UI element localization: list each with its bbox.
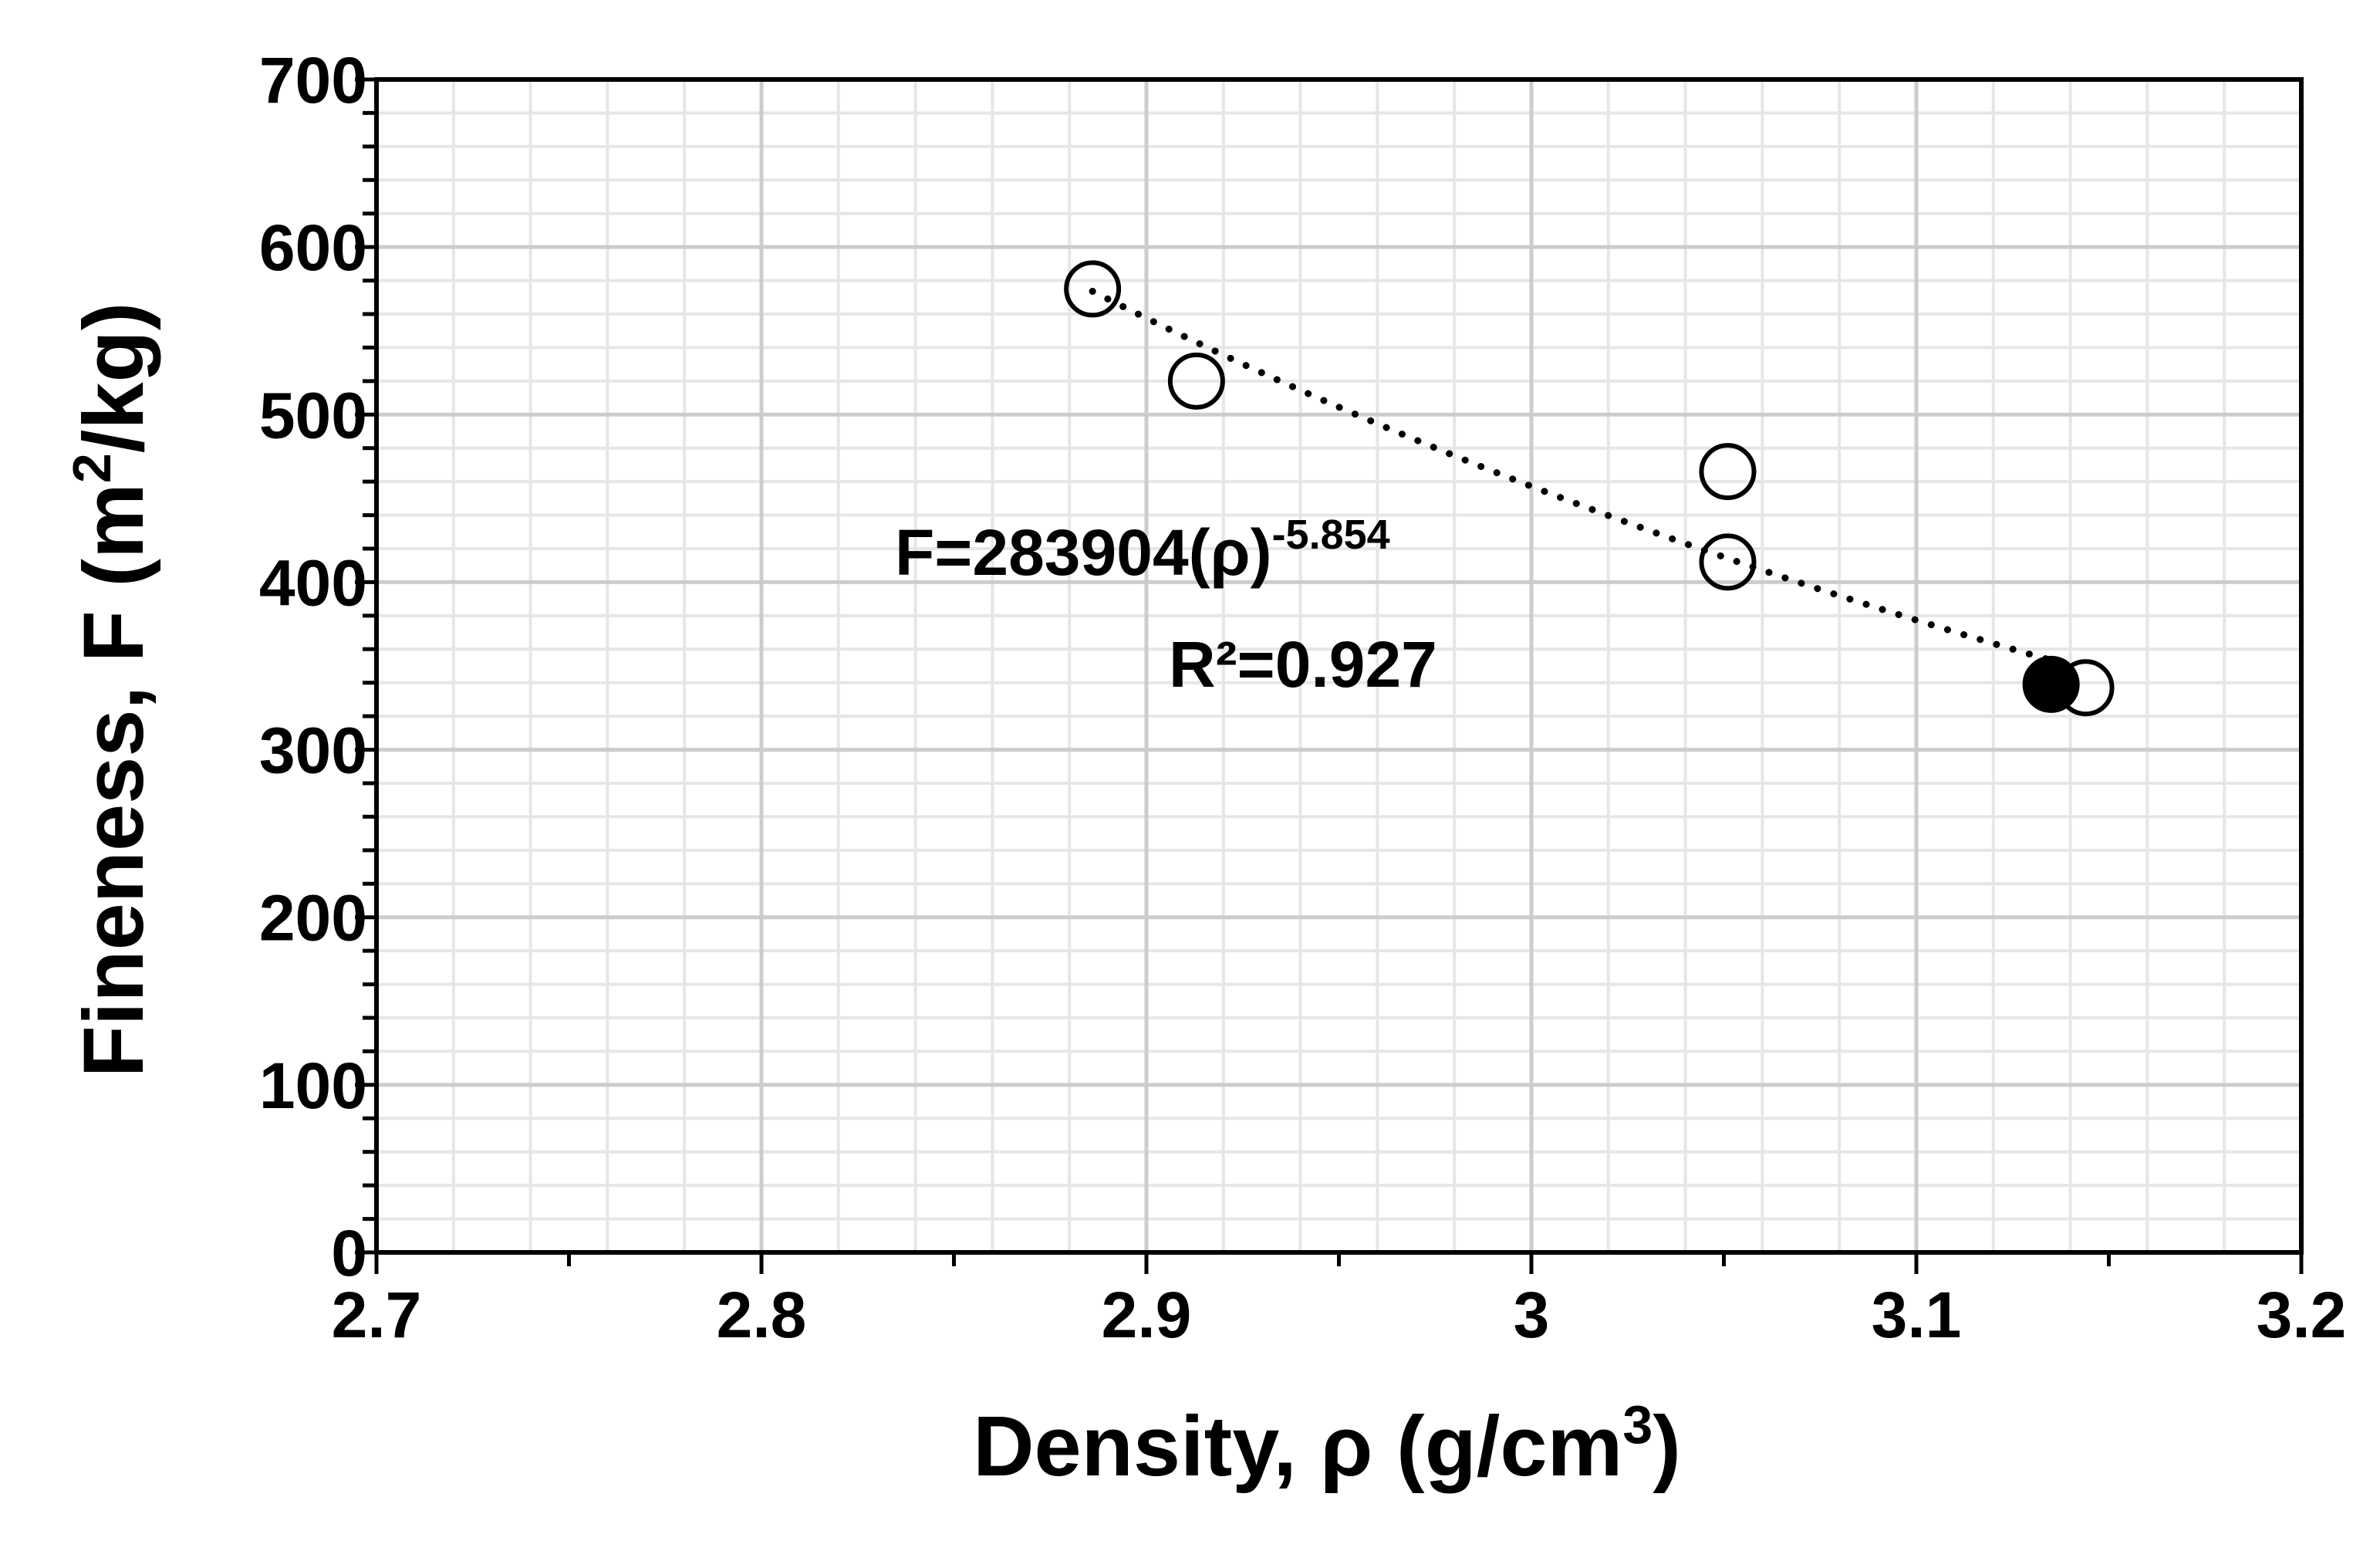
y-tick-label: 0 [331, 1217, 367, 1289]
filled-data-point [2022, 655, 2080, 713]
equation-main: F=283904(ρ) [895, 516, 1272, 589]
y-tick-label: 500 [259, 379, 367, 451]
x-axis-title-end: ) [1652, 1399, 1681, 1494]
equation-exponent: -5.854 [1272, 512, 1390, 558]
x-tick-label: 2.9 [1102, 1279, 1192, 1351]
x-tick-label: 2.7 [332, 1279, 422, 1351]
equation-annotation: F=283904(ρ)-5.854 [895, 512, 1390, 589]
open-data-point [1064, 260, 1122, 318]
y-axis-title-end: /kg) [66, 302, 161, 454]
minor-gridlines [375, 78, 2303, 1254]
x-axis-title: Density, ρ (g/cm3) [973, 1394, 1681, 1494]
r-squared-annotation: R²=0.927 [1169, 628, 1437, 701]
x-tick-label: 3.2 [2257, 1279, 2347, 1351]
x-tick-label: 3 [1514, 1279, 1550, 1351]
y-tick-label: 200 [259, 882, 367, 955]
y-tick-label: 600 [259, 211, 367, 284]
open-data-point [1699, 533, 1757, 591]
y-axis-tick-labels: 0 100 200 300 400 500 600 700 [259, 44, 367, 1289]
y-axis-title-main: Fineness, F (m [66, 483, 161, 1077]
y-tick-label: 300 [259, 715, 367, 787]
y-tick-label: 700 [259, 44, 367, 117]
x-tick-label: 3.1 [1872, 1279, 1962, 1351]
x-axis-title-main: Density, ρ (g/cm [973, 1399, 1622, 1494]
y-axis-title-superscript: 2 [62, 453, 122, 483]
open-data-point [1167, 352, 1225, 410]
data-points [1064, 260, 2115, 717]
open-data-point [1699, 443, 1757, 501]
y-tick-label: 400 [259, 546, 367, 619]
x-axis-tick-labels: 2.7 2.8 2.9 3 3.1 3.2 [332, 1279, 2347, 1351]
axis-tick-marks [355, 77, 2304, 1274]
y-tick-label: 100 [259, 1049, 367, 1122]
x-axis-title-superscript: 3 [1622, 1394, 1652, 1455]
y-axis-title: Fineness, F (m2/kg) [62, 302, 161, 1078]
x-tick-label: 2.8 [717, 1279, 807, 1351]
